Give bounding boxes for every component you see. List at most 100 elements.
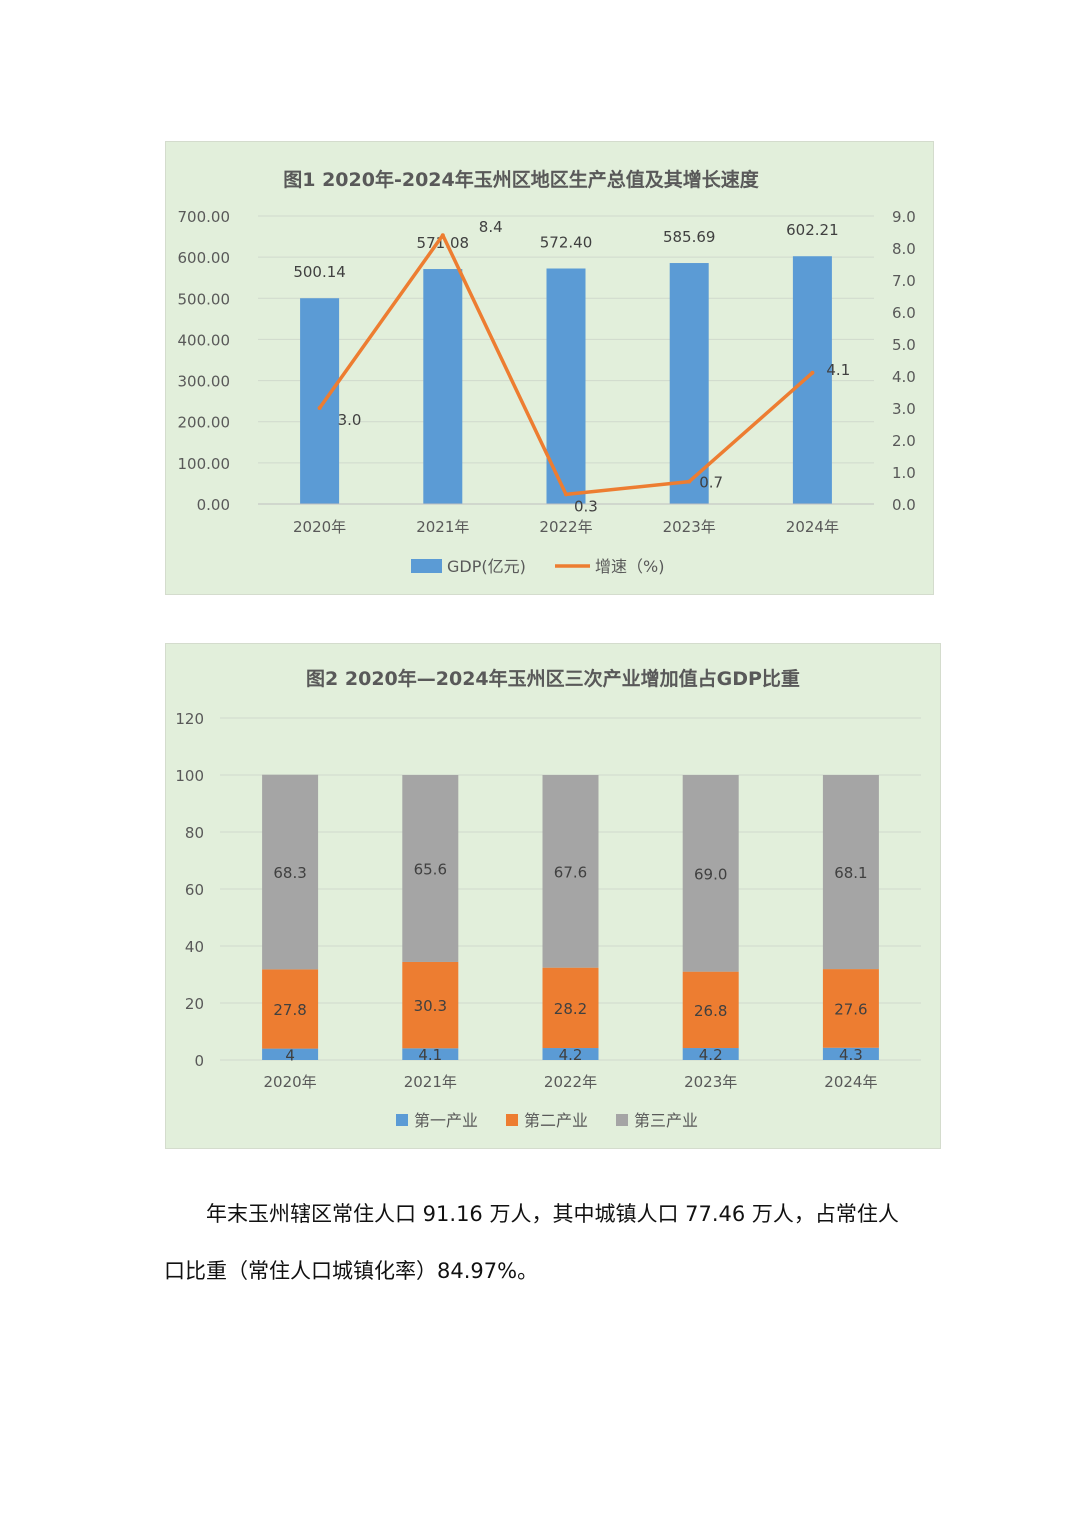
y-axis-tick-label: 120	[175, 710, 204, 728]
gdp-growth-chart: 图1 2020年-2024年玉州区地区生产总值及其增长速度 0.00 100.00 2…	[165, 141, 934, 595]
growth-point	[810, 370, 815, 375]
x-axis-tick-label: 2023年	[684, 1073, 737, 1091]
left-axis-tick-label: 200.00	[178, 414, 231, 432]
population-paragraph: 年末玉州辖区常住人口 91.16 万人，其中城镇人口 77.46 万人，占常住人…	[164, 1202, 899, 1283]
tertiary-industry-segment	[262, 774, 319, 970]
growth-point	[317, 406, 322, 410]
industry-share-chart: 图2 2020年—2024年玉州区三次产业增加值占GDP比重 0 20 40 60 80 1…	[165, 643, 941, 1149]
segment-data-label: 30.3	[414, 997, 447, 1015]
gdp-data-label: 602.21	[786, 221, 839, 239]
right-axis-tick-label: 0.0	[892, 496, 916, 514]
legend-label: 第二产业	[524, 1111, 588, 1130]
gdp-data-label: 500.14	[293, 263, 346, 281]
growth-data-label: 3.0	[338, 411, 362, 429]
segment-data-label: 68.3	[273, 864, 306, 882]
right-axis-tick-label: 6.0	[892, 304, 916, 322]
segment-data-label: 4.2	[559, 1046, 583, 1064]
growth-point	[687, 479, 692, 484]
right-axis-tick-label: 8.0	[892, 240, 916, 258]
gdp-bar	[792, 256, 832, 504]
gdp-bar	[423, 269, 463, 504]
right-axis-tick-label: 5.0	[892, 336, 916, 354]
x-axis-tick-label: 2020年	[293, 518, 346, 536]
left-axis-tick-label: 700.00	[178, 208, 231, 226]
legend-swatch	[396, 1114, 408, 1126]
x-axis-tick-label: 2020年	[264, 1073, 317, 1091]
x-axis-tick-label: 2022年	[544, 1073, 597, 1091]
legend-growth-label: 增速（%)	[595, 557, 664, 576]
primary-industry-segment	[682, 1048, 739, 1060]
segment-data-label: 4.1	[418, 1046, 442, 1064]
primary-industry-segment	[542, 1048, 599, 1060]
gdp-bar	[669, 263, 709, 504]
x-axis-tick-label: 2023年	[663, 518, 716, 536]
left-axis-tick-label: 500.00	[178, 290, 231, 308]
legend-label: 第三产业	[634, 1111, 698, 1130]
left-axis-tick-label: 400.00	[178, 331, 231, 349]
secondary-industry-segment	[822, 969, 879, 1048]
growth-point	[564, 492, 568, 497]
tertiary-industry-segment	[682, 775, 739, 972]
gdp-growth-chart-svg: 图1 2020年-2024年玉州区地区生产总值及其增长速度 0.00 100.00 2…	[178, 168, 916, 576]
growth-data-label: 0.7	[699, 474, 723, 492]
segment-data-label: 68.1	[834, 864, 867, 882]
left-axis-tick-label: 600.00	[178, 249, 231, 267]
y-axis-tick-label: 0	[194, 1052, 204, 1070]
x-axis-tick-label: 2024年	[824, 1073, 877, 1091]
right-axis-tick-label: 3.0	[892, 400, 916, 418]
left-axis-tick-label: 300.00	[178, 373, 231, 391]
industry-share-chart-svg: 图2 2020年—2024年玉州区三次产业增加值占GDP比重 0 20 40 60 80 1…	[175, 667, 921, 1130]
legend-swatch	[616, 1114, 628, 1126]
gdp-data-label: 571.08	[417, 234, 470, 252]
right-axis-tick-label: 7.0	[892, 272, 916, 290]
y-axis-tick-label: 40	[185, 938, 204, 956]
tertiary-industry-segment	[822, 775, 879, 970]
tertiary-industry-segment	[542, 775, 599, 968]
x-axis-tick-label: 2021年	[404, 1073, 457, 1091]
segment-data-label: 27.6	[834, 1000, 867, 1018]
y-axis-tick-label: 100	[175, 767, 204, 785]
secondary-industry-segment	[262, 969, 319, 1049]
right-axis-tick-label: 9.0	[892, 208, 916, 226]
gdp-data-label: 585.69	[663, 228, 716, 246]
primary-industry-segment	[262, 1048, 319, 1060]
x-axis-tick-label: 2022年	[539, 518, 592, 536]
tertiary-industry-segment	[402, 775, 459, 962]
y-axis-tick-label: 20	[185, 995, 204, 1013]
x-axis-tick-label: 2021年	[416, 518, 469, 536]
y-axis-tick-label: 60	[185, 881, 204, 899]
right-axis-tick-label: 1.0	[892, 464, 916, 482]
legend-label: 第一产业	[414, 1111, 478, 1130]
segment-data-label: 27.8	[273, 1001, 306, 1019]
legend-swatch	[506, 1114, 518, 1126]
left-axis-tick-label: 0.00	[197, 496, 230, 514]
segment-data-label: 65.6	[414, 860, 447, 878]
segment-data-label: 28.2	[554, 1000, 587, 1018]
segment-data-label: 4.2	[699, 1046, 723, 1064]
segment-data-label: 4	[285, 1046, 295, 1064]
growth-data-label: 0.3	[574, 497, 598, 515]
gdp-bar	[300, 298, 340, 504]
segment-data-label: 4.3	[839, 1046, 863, 1064]
segment-data-label: 26.8	[694, 1002, 727, 1020]
legend-gdp-label: GDP(亿元)	[447, 557, 526, 576]
primary-industry-segment	[402, 1048, 459, 1060]
gdp-data-label: 572.40	[540, 233, 593, 251]
secondary-industry-segment	[542, 967, 599, 1049]
x-axis-tick-label: 2024年	[786, 518, 839, 536]
left-axis-tick-label: 100.00	[178, 455, 231, 473]
growth-data-label: 8.4	[479, 218, 503, 236]
growth-data-label: 4.1	[826, 361, 850, 379]
segment-data-label: 67.6	[554, 863, 587, 881]
right-axis-tick-label: 4.0	[892, 368, 916, 386]
legend-gdp-swatch	[411, 559, 442, 573]
y-axis-tick-label: 80	[185, 824, 204, 842]
growth-point	[440, 233, 445, 238]
secondary-industry-segment	[682, 971, 739, 1049]
right-axis-tick-label: 2.0	[892, 432, 916, 450]
secondary-industry-segment	[402, 961, 459, 1049]
chart-title: 图2 2020年—2024年玉州区三次产业增加值占GDP比重	[306, 667, 800, 690]
segment-data-label: 69.0	[694, 865, 727, 883]
chart-title: 图1 2020年-2024年玉州区地区生产总值及其增长速度	[283, 168, 759, 191]
primary-industry-segment	[822, 1047, 879, 1060]
